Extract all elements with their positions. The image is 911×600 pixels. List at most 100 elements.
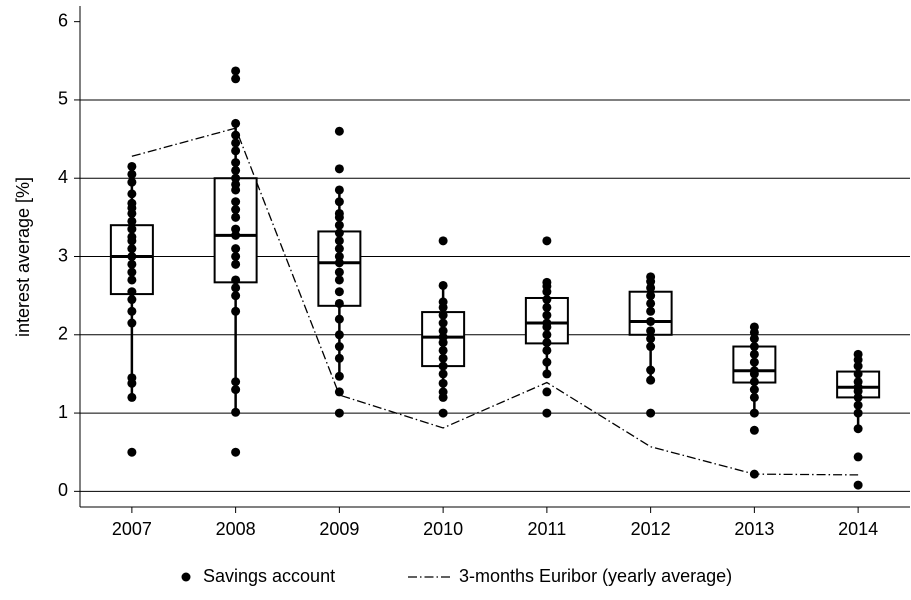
point [334,314,344,324]
point [542,318,552,328]
x-tick-label: 2012 [631,519,671,539]
point [334,220,344,230]
y-tick-label: 2 [58,324,68,344]
point [231,165,241,175]
point [853,377,863,387]
point [231,138,241,148]
point [231,118,241,128]
point [231,197,241,207]
x-tick-label: 2014 [838,519,878,539]
point [438,369,448,379]
point [334,236,344,246]
point [231,291,241,301]
point [334,258,344,268]
point [334,287,344,297]
point [853,480,863,490]
point [127,295,137,305]
y-axis-label: interest average [%] [13,177,33,337]
point [231,146,241,156]
point [646,334,656,344]
point [853,361,863,371]
point [231,377,241,387]
point [127,447,137,457]
point [231,173,241,183]
point [749,357,759,367]
x-tick-label: 2011 [528,519,567,539]
point [646,291,656,301]
point [438,353,448,363]
point [231,407,241,417]
point [749,408,759,418]
point [127,306,137,316]
point [438,345,448,355]
y-tick-label: 0 [58,480,68,500]
point [646,375,656,385]
point [542,310,552,320]
point [438,408,448,418]
point [334,371,344,381]
point [231,275,241,285]
point [127,232,137,242]
point [853,349,863,359]
point [334,244,344,254]
point [127,224,137,234]
point [127,169,137,179]
point [127,252,137,261]
x-tick-label: 2007 [112,519,152,539]
point [127,216,137,226]
point [127,198,137,208]
point [334,267,344,277]
point [231,158,241,168]
point [127,161,137,171]
point [749,342,759,352]
point [749,392,759,402]
point [646,365,656,375]
point [749,377,759,387]
point [334,126,344,136]
point [231,230,241,240]
point [334,298,344,308]
point [334,197,344,207]
point [334,330,344,340]
point [231,283,241,293]
point [438,297,448,307]
point [542,302,552,312]
point [127,244,137,254]
point [542,277,552,287]
point [231,224,241,234]
point [749,366,759,376]
point [438,332,448,342]
point [334,164,344,174]
legend-label: 3-months Euribor (yearly average) [459,566,732,586]
point [542,295,552,305]
point [542,387,552,397]
point [749,385,759,395]
point [646,326,656,336]
point [127,259,137,269]
point [127,318,137,328]
point [646,316,656,326]
point [334,387,344,397]
point [853,392,863,402]
x-tick-label: 2009 [319,519,359,539]
point [334,342,344,352]
point [749,334,759,344]
point [853,452,863,462]
point [231,244,241,254]
point [231,385,241,395]
point [438,378,448,388]
point [853,408,863,418]
point [542,345,552,355]
point [542,369,552,379]
point [231,205,241,215]
point [438,318,448,328]
point [127,267,137,277]
point [334,252,344,261]
y-tick-label: 4 [58,167,68,187]
point [646,298,656,308]
point [749,349,759,359]
point [334,208,344,218]
point [231,74,241,84]
y-tick-label: 6 [58,10,68,30]
